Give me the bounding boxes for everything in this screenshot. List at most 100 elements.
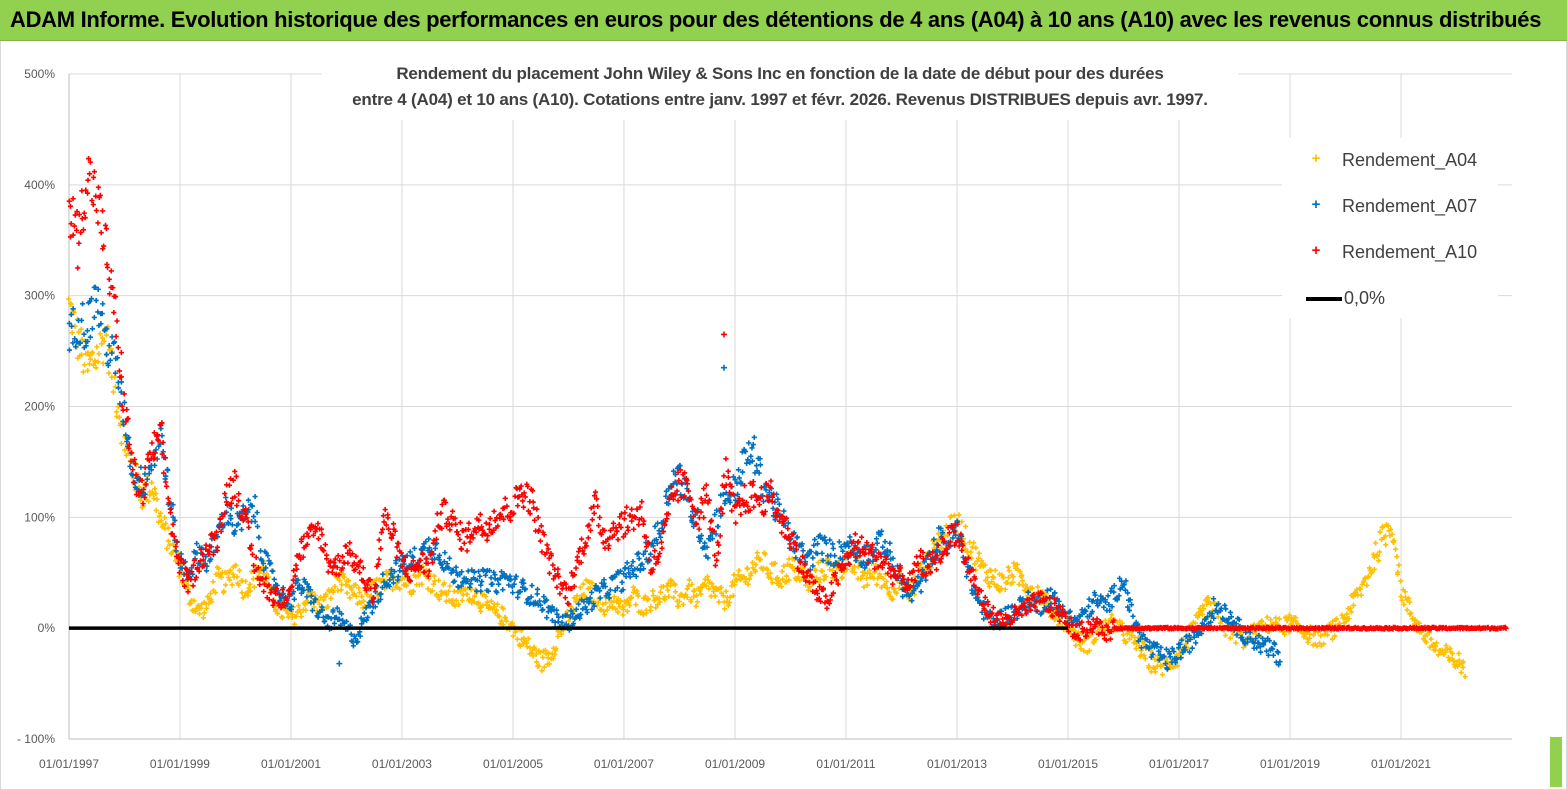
scatter-point [341,574,347,580]
scatter-point [536,527,542,533]
scatter-point [1146,645,1152,651]
scatter-point [1119,620,1125,626]
scatter-point [1449,650,1456,657]
scatter-point [264,571,270,577]
scatter-point [1062,613,1069,619]
scatter-point [591,493,598,499]
scatter-point [854,545,860,551]
scatter-point [684,594,690,600]
scatter-point [201,563,207,569]
scatter-point [249,551,256,557]
scatter-point [372,582,379,588]
scatter-point [1364,582,1370,588]
scatter-point [739,469,746,475]
scatter-point [550,655,556,662]
scatter-point [339,565,346,571]
scatter-point [493,607,500,613]
scatter-point [742,579,748,585]
scatter-point [985,580,992,587]
scatter-point [947,514,953,520]
scatter-point [180,577,186,584]
scatter-point [799,541,805,547]
scatter-point [965,555,972,561]
scatter-point [151,430,157,436]
scatter-point [309,607,316,614]
scatter-point [351,560,357,566]
scatter-point [664,516,670,522]
scatter-point [607,527,614,533]
scatter-point [1052,590,1058,596]
scatter-point [1458,670,1464,676]
scatter-point [1133,645,1139,652]
scatter-point [353,593,359,599]
report-title: ADAM Informe. Evolution historique des p… [10,7,1542,32]
scatter-point [667,583,674,589]
scatter-point [775,496,781,502]
scatter-point [280,587,286,593]
scatter-point [1407,599,1413,605]
scatter-point [646,540,652,546]
scatter-point [173,548,179,554]
scatter-point [436,552,443,558]
scatter-point [1263,648,1270,654]
scatter-point [617,598,624,604]
scatter-point [839,561,845,567]
scatter-point [708,517,715,524]
scatter-point [271,599,277,605]
scatter-point [571,572,578,578]
scatter-point [931,536,937,542]
scatter-point [200,557,207,563]
scatter-point [1396,562,1402,568]
scatter-point [543,651,549,657]
scatter-point [435,577,442,584]
scatter-point [1365,573,1372,580]
scatter-point [762,551,768,557]
scatter-point [978,558,985,564]
scatter-point [454,529,460,535]
scatter-point [1198,608,1204,614]
scatter-point [1074,622,1080,628]
scatter-point [634,566,640,572]
scatter-point [723,588,729,594]
scatter-point [76,329,82,335]
scatter-point [165,538,172,544]
scatter-point [1096,631,1102,637]
scatter-point [99,208,106,214]
scatter-point [710,584,716,590]
scatter-point [446,555,453,561]
scatter-point [1099,624,1106,630]
scatter-point [128,458,134,465]
scatter-point [197,558,204,564]
scatter-point [378,529,385,536]
scatter-point [490,581,496,587]
scatter-point [1346,616,1352,622]
scatter-point [277,597,283,604]
scatter-point [319,532,325,538]
scatter-point [423,539,429,545]
scatter-point [640,566,647,572]
scatter-point [335,553,341,559]
scatter-point [112,370,119,376]
scatter-point [245,497,252,503]
scatter-point [544,542,550,548]
scatter-point [845,553,851,560]
scatter-point [624,504,630,510]
scatter-point [194,565,201,571]
scatter-point [840,556,846,563]
scatter-point [823,574,829,580]
scatter-point [1256,632,1262,639]
scatter-point [244,515,250,521]
scatter-point [651,554,657,560]
scatter-point [786,534,792,540]
scatter-point [787,541,793,547]
scatter-point [260,560,266,567]
scatter-point [574,554,581,560]
scatter-point [1456,650,1462,657]
scatter-point [955,521,961,527]
scatter-point [352,636,358,642]
scatter-point [349,551,356,557]
scatter-point [920,549,926,556]
legend-item-a04: + Rendement_A04 [1282,148,1498,174]
scatter-point [70,196,76,202]
scatter-point [716,599,722,605]
